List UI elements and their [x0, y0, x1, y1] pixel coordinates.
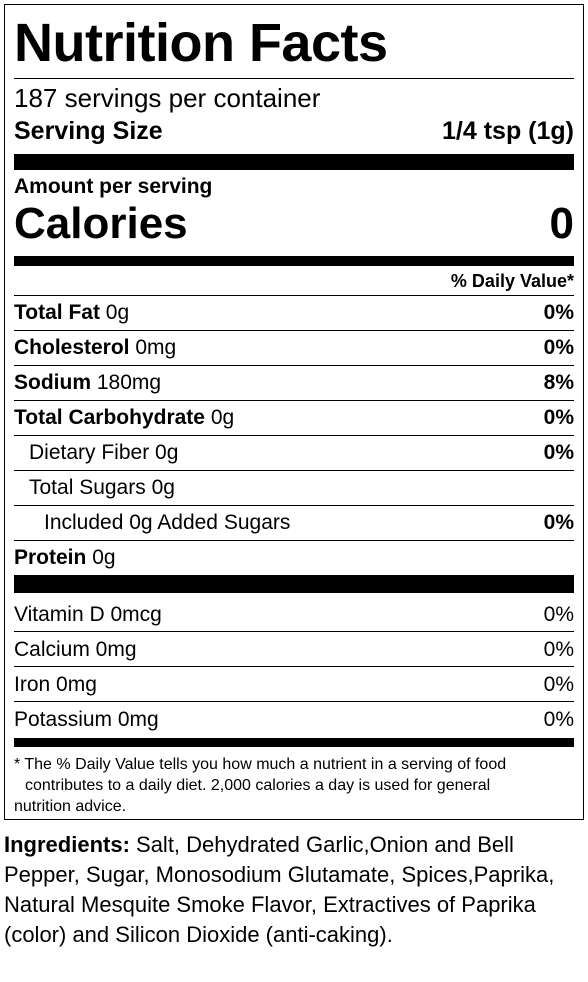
calories-value: 0 [549, 199, 574, 248]
nutrient-row-total-carbohydrate: Total Carbohydrate 0g 0% [14, 400, 574, 435]
daily-value-header: % Daily Value* [450, 271, 574, 291]
nutrient-row-cholesterol: Cholesterol 0mg 0% [14, 330, 574, 365]
nutrient-amount: 0mg [135, 336, 177, 359]
vitamin-row-vitamin-d: Vitamin D 0mcg 0% [14, 597, 574, 632]
vitamin-row-potassium: Potassium 0mg 0% [14, 702, 574, 737]
calories-row: Calories 0 [14, 197, 574, 251]
daily-value-footnote: * The % Daily Value tells you how much a… [14, 754, 574, 817]
vitamin-name: Vitamin D 0mcg [14, 603, 162, 626]
nutrient-amount: 0g [210, 406, 235, 429]
thick-divider [14, 154, 574, 170]
ingredients-heading: Ingredients: [4, 832, 130, 857]
servings-per-container: 187 servings per container [14, 83, 321, 113]
nutrient-row-total-fat: Total Fat 0g 0% [14, 295, 574, 330]
nutrient-dv: 0% [543, 441, 574, 464]
nutrient-row-dietary-fiber: Dietary Fiber 0g 0% [14, 435, 574, 470]
nutrient-name: Included 0g Added Sugars [44, 511, 291, 534]
panel-title: Nutrition Facts [14, 13, 388, 73]
nutrient-name: Dietary Fiber 0g [29, 441, 179, 464]
ingredients-text: Salt, Dehydrated Garlic,Onion and Bell P… [4, 832, 555, 947]
thick-divider [14, 575, 574, 593]
serving-size-label: Serving Size [14, 117, 163, 145]
footnote-line: contributes to a daily diet. 2,000 calor… [25, 777, 491, 794]
nutrient-row-added-sugars: Included 0g Added Sugars 0% [14, 505, 574, 540]
nutrient-dv: 0% [543, 406, 574, 429]
footnote-line: * The % Daily Value tells you how much a… [14, 756, 507, 773]
nutrient-amount: 180mg [96, 371, 162, 394]
nutrient-row-total-sugars: Total Sugars 0g [14, 470, 574, 505]
vitamin-row-calcium: Calcium 0mg 0% [14, 632, 574, 667]
nutrient-dv: 0% [543, 511, 574, 534]
medium-divider [14, 738, 574, 747]
footnote-line: nutrition advice. [14, 798, 127, 815]
vitamin-name: Calcium 0mg [14, 638, 137, 661]
nutrient-row-protein: Protein 0g [14, 540, 574, 575]
nutrient-dv: 0% [543, 336, 574, 359]
nutrient-name: Total Fat [14, 301, 100, 324]
serving-size-row: Serving Size 1/4 tsp (1g) [14, 115, 574, 147]
nutrient-name: Total Sugars 0g [29, 476, 175, 499]
vitamin-dv: 0% [543, 673, 574, 696]
vitamin-dv: 0% [543, 708, 574, 731]
nutrient-dv: 0% [543, 301, 574, 324]
nutrient-dv: 8% [543, 371, 574, 394]
nutrient-name: Protein [14, 546, 87, 569]
calories-label: Calories [14, 199, 188, 248]
vitamin-dv: 0% [543, 603, 574, 626]
vitamin-row-iron: Iron 0mg 0% [14, 667, 574, 702]
nutrient-name: Sodium [14, 371, 91, 394]
nutrient-list: Total Fat 0g 0% Cholesterol 0mg 0% Sodiu… [14, 295, 574, 575]
nutrient-row-sodium: Sodium 180mg 8% [14, 365, 574, 400]
nutrient-amount: 0g [105, 301, 130, 324]
nutrient-name: Cholesterol [14, 336, 130, 359]
nutrient-amount: 0g [92, 546, 116, 569]
medium-divider [14, 256, 574, 266]
serving-size-value: 1/4 tsp (1g) [442, 117, 574, 145]
nutrition-facts-panel: Nutrition Facts 187 servings per contain… [4, 4, 584, 820]
divider [14, 78, 574, 79]
vitamin-list: Vitamin D 0mcg 0% Calcium 0mg 0% Iron 0m… [14, 597, 574, 737]
ingredients-statement: Ingredients: Salt, Dehydrated Garlic,Oni… [4, 830, 584, 950]
amount-per-serving: Amount per serving [14, 175, 213, 198]
vitamin-name: Potassium 0mg [14, 708, 159, 731]
vitamin-name: Iron 0mg [14, 673, 97, 696]
vitamin-dv: 0% [543, 638, 574, 661]
nutrient-name: Total Carbohydrate [14, 406, 205, 429]
